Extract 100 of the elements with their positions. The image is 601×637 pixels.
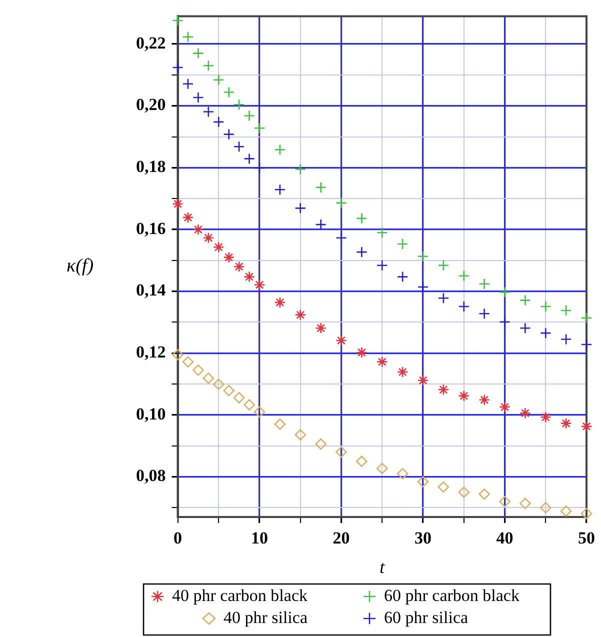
point [233,141,245,152]
point [540,412,552,423]
point [417,374,429,386]
point [336,232,347,244]
point [560,304,572,316]
legend-label: 60 phr silica [384,608,520,627]
point [172,62,184,74]
point [254,406,266,418]
point [520,294,531,306]
point [396,238,408,250]
point [244,153,255,164]
y-tick-label: 0,18 [136,157,166,176]
point [396,271,408,282]
point [560,505,572,517]
x-tick-label: 30 [414,528,432,548]
point [438,481,450,493]
point [336,197,347,209]
legend-label: 60 phr carbon black [384,586,570,605]
point [417,281,429,293]
x-tick-label: 50 [578,528,595,548]
point [540,327,552,339]
point [499,401,510,413]
point [438,260,450,272]
x-tick-label: 0 [174,528,182,548]
point [233,392,245,404]
point [336,446,347,458]
point [417,250,429,262]
y-tick-label: 0,12 [136,342,166,362]
point [376,356,388,368]
point [212,116,224,128]
point [520,498,531,510]
point [315,182,326,194]
point [182,212,194,224]
point [172,14,184,26]
point [417,476,429,488]
legend-label: 40 phr carbon black [172,586,359,605]
point [356,212,368,224]
point [294,164,306,175]
point [499,286,510,298]
point [315,438,326,450]
point [192,48,204,59]
point [192,224,204,236]
point [315,322,326,334]
point [540,502,552,514]
point [182,356,194,368]
point [212,74,224,86]
point [244,110,255,122]
point [182,78,194,90]
point [223,86,234,98]
point [458,270,470,282]
y-tick-label: 0,10 [136,404,166,424]
point [202,232,214,244]
point [396,468,408,480]
point [233,98,245,110]
point [376,462,388,474]
point [356,456,368,468]
point [580,338,592,350]
point [478,308,490,320]
x-tick-label: 10 [251,528,268,548]
point [202,372,214,384]
x-tick-label: 20 [332,528,350,548]
point [192,92,204,104]
point [356,246,368,258]
point [212,378,224,390]
point [336,334,347,346]
point [182,31,194,43]
point [172,349,184,360]
point [458,486,470,498]
point [294,429,306,440]
y-tick-label: 0,16 [136,218,166,238]
point [315,218,326,230]
point [580,312,592,324]
point [520,407,531,419]
point [254,162,266,174]
x-tick-label: 40 [496,528,514,548]
x-axis-title: t [380,556,386,577]
point [274,296,286,308]
point [438,292,450,304]
point [274,184,286,196]
point [580,508,592,520]
point [192,364,204,376]
point [202,60,214,72]
point [254,122,266,134]
point [223,384,234,396]
point [520,322,531,334]
point [376,260,388,272]
point [223,128,234,140]
point [499,496,510,508]
y-axis-title: κ(f) [66,256,94,277]
y-tick-label: 0,08 [136,466,166,486]
point [294,202,306,214]
point [244,271,255,282]
point [223,252,234,263]
y-tick-label: 0,20 [136,95,166,114]
point [294,309,306,320]
point [254,279,266,290]
point [478,488,490,500]
point [376,226,388,238]
point [499,316,510,328]
legend-label: 40 phr silica [223,608,359,627]
